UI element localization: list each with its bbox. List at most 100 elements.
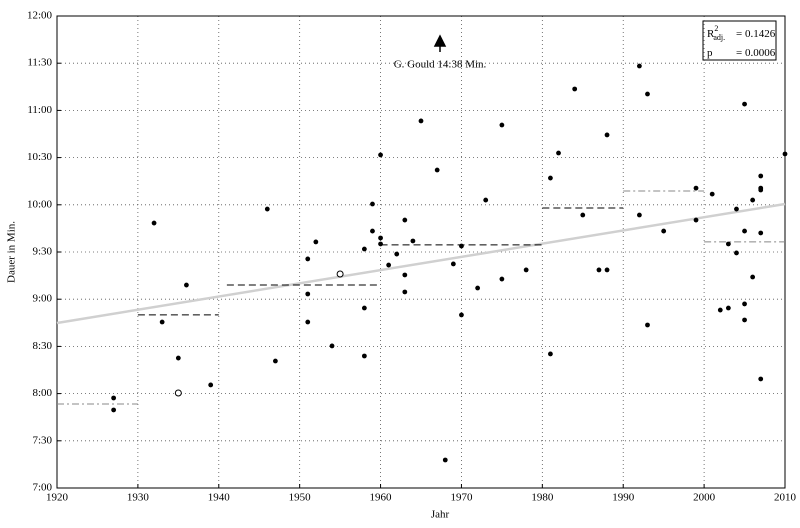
point: [450, 261, 456, 267]
point: [717, 307, 723, 313]
plot-frame: [56, 15, 786, 489]
y-tick-label: 9:30: [32, 246, 52, 258]
point: [742, 101, 747, 107]
point: [418, 118, 424, 124]
y-tick-label: 10:30: [27, 151, 53, 163]
stats-p: p = 0.0006: [707, 47, 776, 59]
point: [709, 191, 715, 197]
y-tick-label: 7:00: [32, 482, 52, 494]
x-tick-label: 1950: [289, 492, 312, 504]
point: [475, 285, 481, 291]
point: [402, 289, 408, 295]
y-axis-label: Dauer in Min.: [6, 221, 18, 283]
y-tick-label: 11:30: [27, 57, 52, 69]
point: [580, 212, 586, 218]
p-label: p: [707, 47, 713, 59]
point: [742, 301, 747, 307]
point: [548, 351, 553, 357]
point: [725, 241, 731, 247]
point: [386, 262, 392, 268]
point: [637, 63, 642, 69]
r2-sup: 2: [714, 24, 718, 33]
point: [548, 175, 553, 181]
point: [499, 122, 505, 128]
r2-label: R: [707, 28, 715, 40]
point: [596, 267, 602, 273]
point: [499, 276, 505, 282]
point: [758, 376, 764, 382]
point: [734, 206, 739, 212]
x-tick-label: 1920: [46, 492, 69, 504]
point: [637, 212, 642, 218]
y-tick-label: 8:30: [32, 340, 52, 352]
point: [725, 305, 731, 311]
point: [313, 239, 319, 245]
y-tick-label: 12:00: [27, 10, 53, 22]
point: [394, 251, 400, 257]
point: [459, 312, 464, 318]
point: [111, 395, 117, 401]
point: [159, 319, 165, 325]
p-text: = 0.0006: [736, 47, 776, 59]
y-tick-label: 8:00: [32, 387, 52, 399]
point: [151, 220, 157, 226]
annotation-arrow: [433, 34, 447, 52]
point: [645, 322, 650, 328]
point: [645, 91, 650, 97]
point: [361, 246, 367, 252]
point: [661, 228, 667, 234]
r2-sub: adj.: [713, 33, 725, 42]
point: [758, 173, 764, 179]
point: [305, 319, 311, 325]
point: [556, 150, 561, 156]
point: [734, 250, 739, 256]
x-tick-label: 1970: [450, 492, 473, 504]
y-tick-label: 7:30: [32, 434, 52, 446]
point: [483, 197, 489, 203]
stats-box: [702, 20, 777, 61]
point: [329, 343, 335, 349]
point: [523, 267, 529, 273]
point: [750, 197, 756, 203]
point: [184, 282, 189, 288]
point: [742, 317, 747, 323]
point: [111, 407, 117, 413]
point: [442, 457, 448, 463]
point: [370, 228, 375, 234]
point: [434, 167, 440, 173]
x-tick-label: 1990: [612, 492, 635, 504]
trend-line: [56, 202, 786, 325]
point: [742, 228, 747, 234]
annotation: G. Gould 14:38 Min.: [394, 59, 487, 71]
point: [604, 267, 610, 273]
point: [410, 238, 416, 244]
point: [378, 241, 383, 247]
point: [264, 206, 270, 212]
x-axis-label: Jahr: [431, 509, 450, 521]
point: [750, 274, 756, 280]
point: [459, 243, 464, 249]
x-tick-label: 1980: [531, 492, 554, 504]
point: [402, 217, 408, 223]
open-point: [174, 389, 182, 397]
x-tick-label: 2000: [693, 492, 716, 504]
point: [604, 132, 610, 138]
point: [273, 358, 278, 364]
point: [175, 355, 181, 361]
point: [572, 86, 578, 92]
y-tick-label: 11:00: [27, 104, 52, 116]
x-tick-label: 2010: [774, 492, 797, 504]
point: [208, 382, 214, 388]
point: [782, 151, 788, 157]
point: [378, 235, 383, 241]
point: [693, 185, 699, 191]
x-tick-label: 1960: [370, 492, 393, 504]
point: [693, 217, 699, 223]
open-point: [336, 270, 344, 278]
y-tick-label: 9:00: [32, 293, 52, 305]
point: [378, 152, 383, 158]
stats-r2: R2 adj. = 0.1426: [707, 24, 776, 42]
x-tick-label: 1940: [208, 492, 231, 504]
point: [402, 272, 408, 278]
